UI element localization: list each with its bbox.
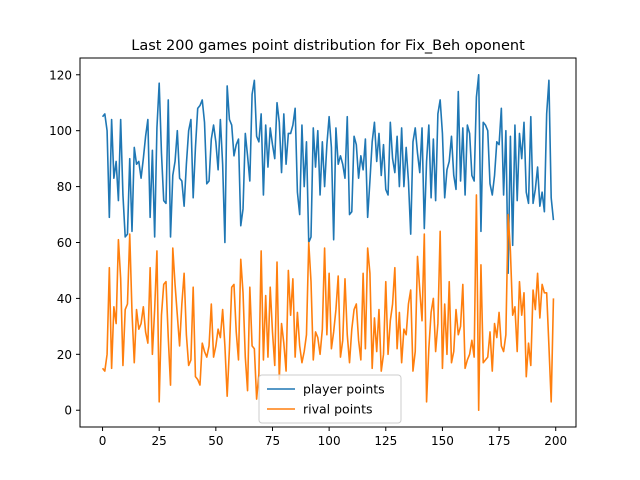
y-tick-label: 60 [57,236,72,250]
series-line [101,194,555,412]
x-axis: 0 25 50 75 100 125 150 175 200 [99,427,567,448]
y-tick-label: 20 [57,348,72,362]
series-line [101,73,555,275]
x-tick-label: 50 [208,434,223,448]
x-tick-label: 150 [431,434,454,448]
y-tick-label: 80 [57,180,72,194]
x-tick-label: 100 [318,434,341,448]
series-layer [101,73,555,412]
series-player-points [101,73,555,275]
legend: player points rival points [258,374,402,424]
y-tick-label: 100 [49,124,72,138]
x-tick-label: 75 [265,434,280,448]
y-tick-label: 40 [57,292,72,306]
x-tick-label: 125 [374,434,397,448]
series-rival-points [101,194,555,412]
legend-box [258,374,402,424]
legend-label: rival points [303,402,373,417]
x-tick-label: 200 [544,434,567,448]
x-tick-label: 25 [152,434,167,448]
x-tick-label: 0 [99,434,107,448]
x-tick-label: 175 [488,434,511,448]
chart-title: Last 200 games point distribution for Fi… [131,38,525,54]
y-tick-label: 120 [49,68,72,82]
y-axis: 0 20 40 60 80 100 120 [49,68,80,418]
y-tick-label: 0 [64,404,72,418]
legend-label: player points [303,382,385,397]
